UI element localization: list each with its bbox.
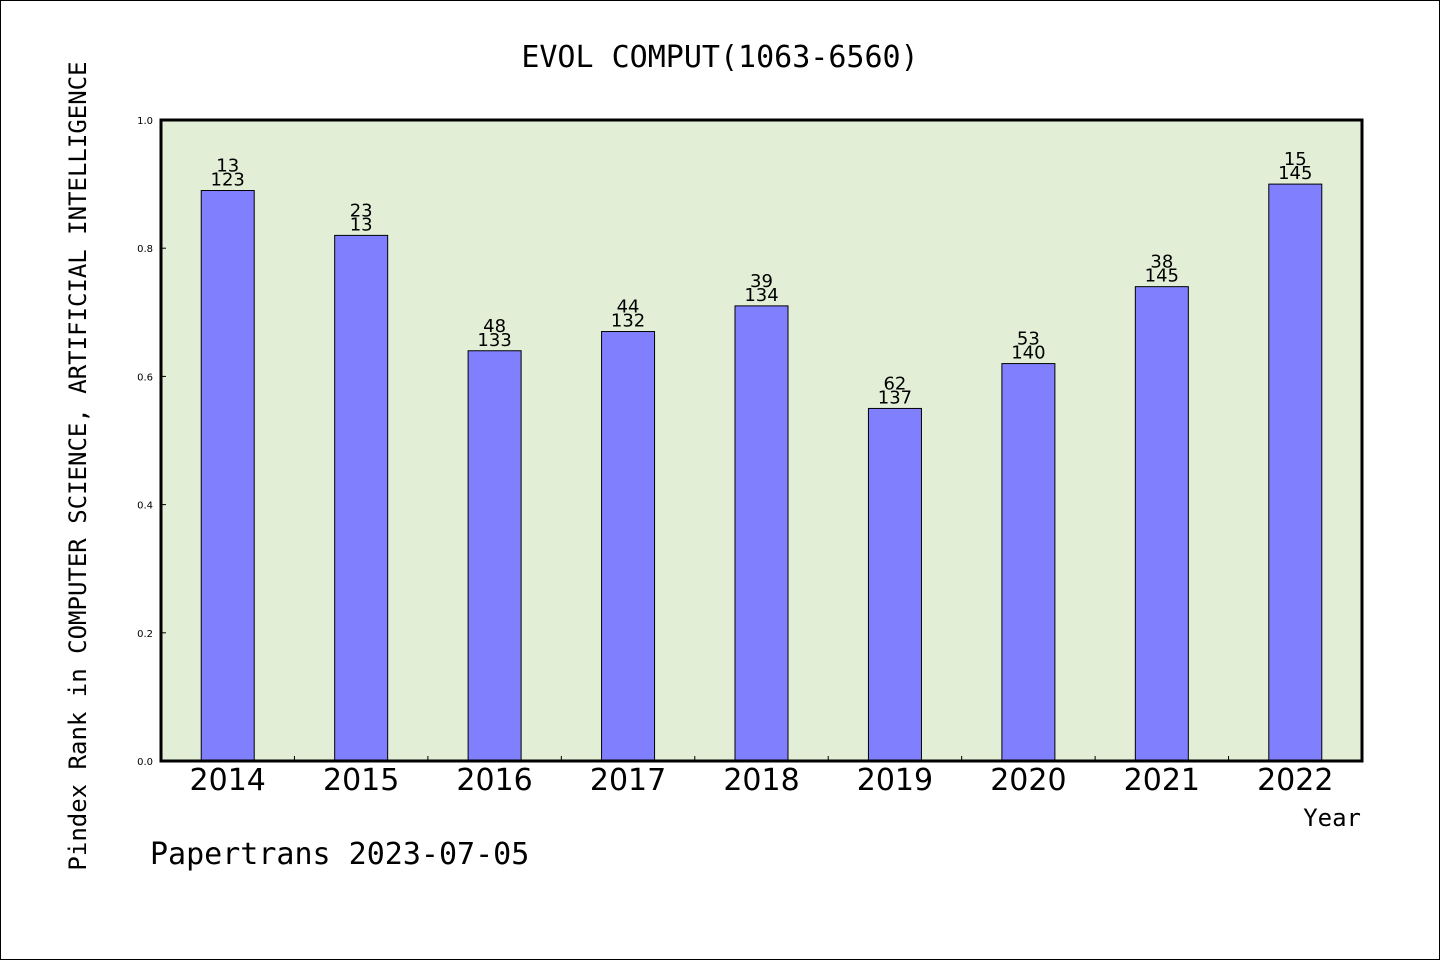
bar	[467, 350, 522, 762]
bar	[334, 234, 389, 762]
y-tick-label: 0.6	[137, 372, 153, 383]
bar-total-label: 145	[1278, 163, 1312, 184]
bar-rank-label: 39	[750, 271, 773, 292]
bar	[1268, 183, 1323, 762]
bar-rank-label: 13	[216, 156, 239, 177]
bar-total-label: 123	[211, 170, 245, 191]
x-tick-label: 2022	[1257, 763, 1333, 798]
y-tick-label: 0.4	[137, 501, 153, 512]
bar	[1134, 286, 1189, 762]
x-tick-label: 2021	[1124, 763, 1200, 798]
bar-rank-label: 62	[883, 373, 906, 394]
bar-rank-label: 38	[1150, 252, 1173, 273]
chart-title: EVOL COMPUT(1063-6560)	[521, 40, 918, 75]
x-axis: 2014 2015 2016 2017 2018 2019 2020 2021 2022	[190, 756, 1333, 798]
bars-group: 1312323134813344132391346213753140381451…	[200, 149, 1323, 762]
footer-credit: Papertrans 2023-07-05	[150, 837, 529, 872]
y-tick-label: 0.0	[137, 757, 153, 768]
bar-total-label: 145	[1145, 266, 1179, 287]
bar-total-label: 13	[350, 214, 373, 235]
bar-rank-label: 15	[1284, 149, 1307, 170]
bar	[734, 305, 789, 762]
bar	[867, 407, 922, 762]
x-axis-label: Year	[1303, 804, 1361, 832]
y-axis-label: Pindex Rank in COMPUTER SCIENCE, ARTIFIC…	[64, 61, 92, 870]
y-tick-label: 0.8	[137, 244, 153, 255]
x-tick-label: 2019	[857, 763, 933, 798]
x-tick-label: 2014	[190, 763, 266, 798]
y-tick-label: 1.0	[137, 116, 153, 127]
x-tick-label: 2017	[590, 763, 666, 798]
bar	[601, 331, 656, 762]
bar	[200, 190, 255, 762]
bar-rank-label: 23	[350, 200, 373, 221]
bar-rank-label: 44	[617, 297, 640, 318]
bar-rank-label: 48	[483, 316, 506, 337]
bar-total-label: 140	[1011, 343, 1045, 364]
y-tick-label: 0.2	[137, 629, 153, 640]
bar	[1001, 363, 1056, 762]
plot-border	[159, 118, 1364, 763]
bar-total-label: 137	[878, 387, 912, 408]
bar-rank-label: 53	[1017, 329, 1040, 350]
x-tick-label: 2018	[723, 763, 799, 798]
bar-total-label: 132	[611, 311, 645, 332]
bar-total-label: 133	[477, 330, 511, 351]
x-tick-label: 2015	[323, 763, 399, 798]
x-tick-label: 2016	[456, 763, 532, 798]
bar-total-label: 134	[744, 285, 778, 306]
x-tick-label: 2020	[990, 763, 1066, 798]
